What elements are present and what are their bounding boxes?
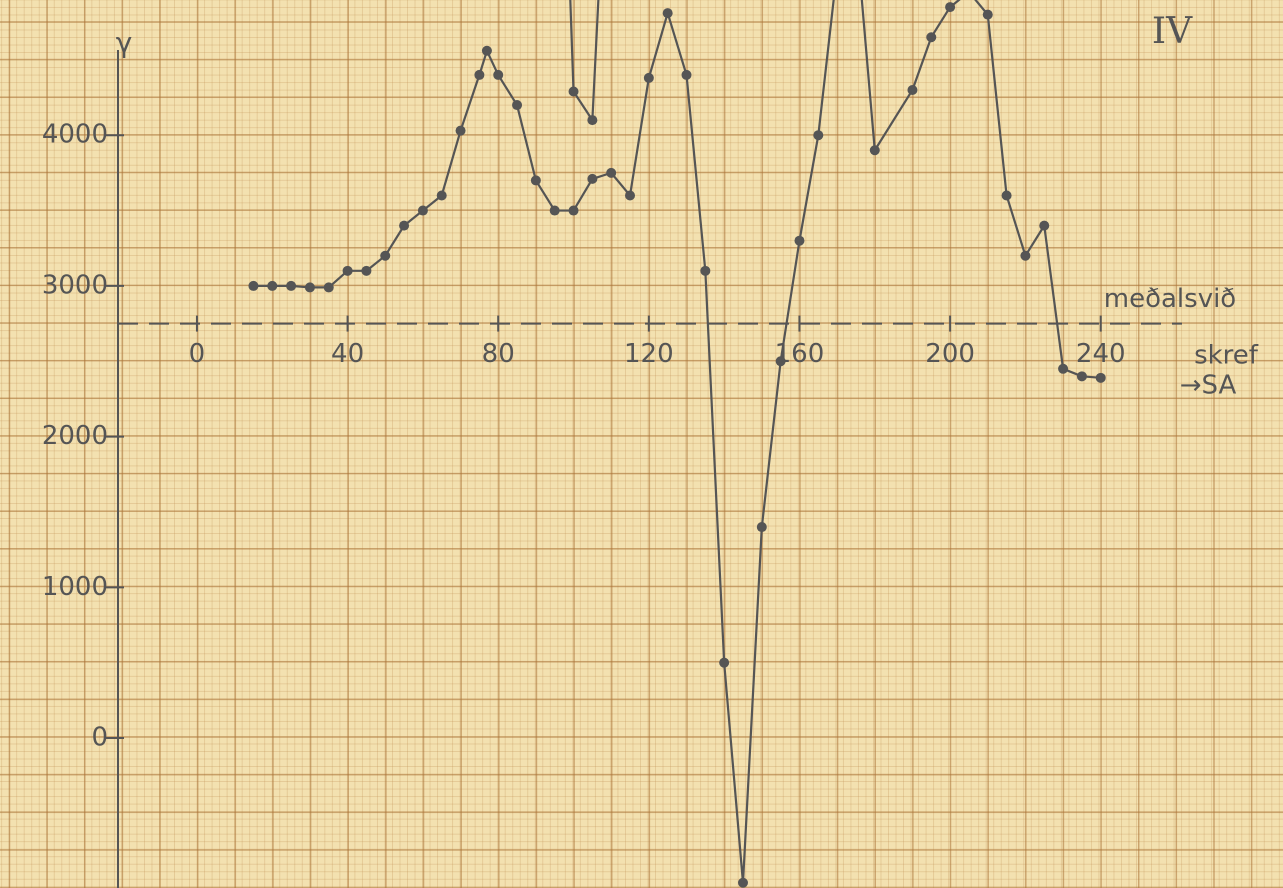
data-point <box>587 115 598 126</box>
data-point <box>399 220 410 231</box>
data-point <box>719 657 730 668</box>
data-point <box>1076 371 1087 382</box>
data-point <box>417 205 428 216</box>
data-point <box>474 69 485 80</box>
data-point <box>455 125 466 136</box>
data-point <box>568 205 579 216</box>
data-point <box>286 280 297 291</box>
data-point <box>926 32 937 43</box>
data-point <box>756 522 767 533</box>
data-point <box>248 280 259 291</box>
x-tick-label: 0 <box>189 339 206 369</box>
x-tick-label: 240 <box>1076 339 1126 369</box>
data-point <box>625 190 636 201</box>
data-point <box>907 84 918 95</box>
data-point <box>1095 372 1106 383</box>
x-tick-label: 120 <box>624 339 674 369</box>
y-tick-label: 2000 <box>42 421 108 451</box>
data-point <box>380 250 391 261</box>
x-tick-label: 200 <box>925 339 975 369</box>
data-point <box>530 175 541 186</box>
data-point <box>643 72 654 83</box>
y-axis-label: γ <box>116 26 133 59</box>
data-point <box>323 282 334 293</box>
data-point <box>1058 363 1069 374</box>
reference-label: meðalsvið <box>1104 284 1236 314</box>
data-point <box>267 280 278 291</box>
data-point <box>606 167 617 178</box>
chart-title: IV <box>1152 11 1193 52</box>
data-point <box>982 9 993 20</box>
data-point <box>512 100 523 111</box>
data-point <box>568 86 579 97</box>
data-point <box>1020 250 1031 261</box>
data-point <box>945 2 956 13</box>
data-point <box>1039 220 1050 231</box>
data-point <box>794 235 805 246</box>
data-point <box>662 8 673 19</box>
data-point <box>681 69 692 80</box>
data-point <box>493 69 504 80</box>
data-point <box>481 45 492 56</box>
data-point <box>737 877 748 888</box>
data-line <box>253 0 1101 884</box>
data-point <box>342 265 353 276</box>
data-point <box>436 190 447 201</box>
x-tick-label: 40 <box>331 339 364 369</box>
data-point <box>361 265 372 276</box>
y-tick-label: 3000 <box>42 270 108 300</box>
direction-label: →SA <box>1180 371 1237 401</box>
data-point <box>700 265 711 276</box>
x-tick-label: 80 <box>482 339 515 369</box>
y-tick-label: 0 <box>91 723 108 753</box>
data-point <box>1001 190 1012 201</box>
data-point <box>775 356 786 367</box>
data-point <box>813 130 824 141</box>
y-tick-label: 4000 <box>42 120 108 150</box>
data-line <box>569 0 600 122</box>
data-point <box>587 173 598 184</box>
data-point <box>869 145 880 156</box>
x-axis-label: skref <box>1194 341 1259 371</box>
y-tick-label: 1000 <box>42 572 108 602</box>
data-point <box>304 282 315 293</box>
data-point <box>549 205 560 216</box>
